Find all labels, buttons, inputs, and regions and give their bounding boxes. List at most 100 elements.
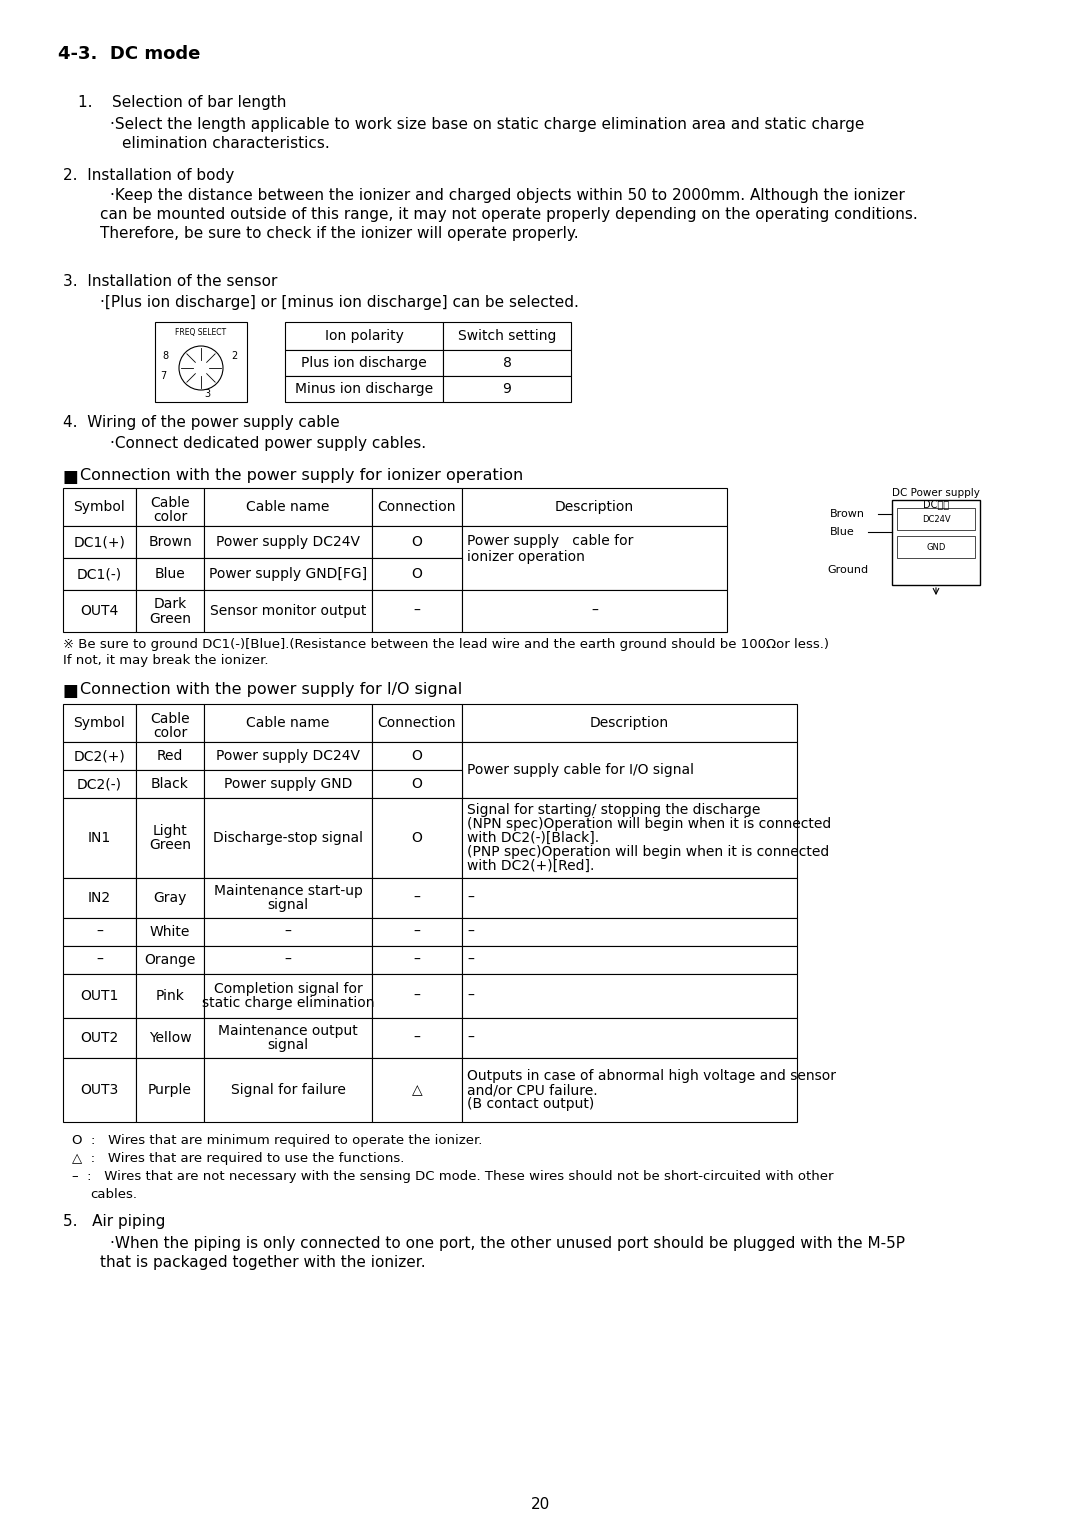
Text: –: –	[591, 605, 598, 618]
Bar	[136, 557, 204, 589]
Text: O: O	[411, 567, 422, 580]
Text: and/or CPU failure.: and/or CPU failure.	[467, 1083, 597, 1096]
Bar	[63, 557, 136, 589]
Text: Gray: Gray	[153, 890, 187, 906]
Text: Power supply GND: Power supply GND	[224, 777, 352, 791]
Text: Purple: Purple	[148, 1083, 192, 1096]
Bar	[204, 1019, 372, 1058]
Text: IN1: IN1	[87, 831, 111, 844]
Text: Power supply DC24V: Power supply DC24V	[216, 750, 360, 764]
Text: Plus ion discharge: Plus ion discharge	[301, 356, 427, 370]
Text: Symbol: Symbol	[73, 499, 125, 515]
Text: Yellow: Yellow	[149, 1031, 191, 1044]
Bar	[462, 1019, 797, 1058]
Text: DC1(+): DC1(+)	[73, 534, 125, 550]
Bar	[462, 589, 727, 632]
Bar	[156, 322, 247, 402]
Text: –  :   Wires that are not necessary with the sensing DC mode. These wires should: – : Wires that are not necessary with th…	[72, 1170, 834, 1183]
Text: cables.: cables.	[90, 1188, 137, 1202]
Text: Pink: Pink	[156, 989, 185, 1003]
Bar	[372, 742, 462, 770]
Text: 3: 3	[204, 389, 211, 399]
Bar	[204, 918, 372, 947]
Bar	[136, 799, 204, 878]
Text: Switch setting: Switch setting	[458, 328, 556, 344]
Bar	[204, 489, 372, 525]
Text: Connection: Connection	[378, 716, 456, 730]
Text: Brown: Brown	[148, 534, 192, 550]
Text: with DC2(+)[Red].: with DC2(+)[Red].	[467, 858, 594, 872]
Bar	[462, 918, 797, 947]
Text: Symbol: Symbol	[73, 716, 125, 730]
Text: ·Select the length applicable to work size base on static charge elimination are: ·Select the length applicable to work si…	[110, 118, 864, 131]
Text: Maintenance output: Maintenance output	[218, 1025, 357, 1038]
Bar	[136, 878, 204, 918]
Bar	[372, 589, 462, 632]
Bar	[285, 350, 443, 376]
Text: ·When the piping is only connected to one port, the other unused port should be : ·When the piping is only connected to on…	[110, 1235, 905, 1251]
Text: Orange: Orange	[145, 953, 195, 967]
Bar	[462, 1058, 797, 1122]
Bar	[63, 742, 136, 770]
Text: –: –	[467, 989, 474, 1003]
Text: (NPN spec)Operation will begin when it is connected: (NPN spec)Operation will begin when it i…	[467, 817, 832, 831]
Bar	[63, 918, 136, 947]
Bar	[136, 1058, 204, 1122]
Text: 2: 2	[231, 351, 238, 360]
Text: Connection with the power supply for ionizer operation: Connection with the power supply for ion…	[80, 467, 523, 483]
Text: color: color	[153, 725, 187, 741]
Bar	[462, 742, 797, 799]
Text: –: –	[284, 925, 292, 939]
Text: signal: signal	[268, 1038, 309, 1052]
Text: Cable name: Cable name	[246, 499, 329, 515]
Text: 1.    Selection of bar length: 1. Selection of bar length	[78, 95, 286, 110]
Text: Light: Light	[152, 825, 187, 838]
Text: 4.  Wiring of the power supply cable: 4. Wiring of the power supply cable	[63, 415, 340, 431]
Text: O  :   Wires that are minimum required to operate the ionizer.: O : Wires that are minimum required to o…	[72, 1135, 483, 1147]
Bar	[462, 704, 797, 742]
Text: Dark: Dark	[153, 597, 187, 611]
Text: signal: signal	[268, 898, 309, 912]
Text: 20: 20	[530, 1496, 550, 1512]
Text: O: O	[411, 750, 422, 764]
Bar	[63, 974, 136, 1019]
Text: FREQ SELECT: FREQ SELECT	[175, 328, 227, 337]
Bar	[892, 499, 980, 585]
Bar	[136, 704, 204, 742]
Bar	[136, 525, 204, 557]
Text: –: –	[284, 953, 292, 967]
Bar	[462, 799, 797, 878]
Bar	[372, 525, 462, 557]
Text: color: color	[153, 510, 187, 524]
Text: O: O	[411, 831, 422, 844]
Text: 8: 8	[502, 356, 512, 370]
Bar	[204, 947, 372, 974]
Text: Signal for failure: Signal for failure	[230, 1083, 346, 1096]
Bar	[204, 878, 372, 918]
Text: Maintenance start-up: Maintenance start-up	[214, 884, 363, 898]
Bar	[63, 770, 136, 799]
Text: Power supply GND[FG]: Power supply GND[FG]	[208, 567, 367, 580]
Bar	[372, 1019, 462, 1058]
Text: Power supply DC24V: Power supply DC24V	[216, 534, 360, 550]
Bar	[462, 878, 797, 918]
Bar	[136, 770, 204, 799]
Text: 4-3.  DC mode: 4-3. DC mode	[58, 44, 201, 63]
Text: –: –	[414, 890, 420, 906]
Bar	[63, 947, 136, 974]
Text: Connection with the power supply for I/O signal: Connection with the power supply for I/O…	[80, 683, 462, 696]
Bar	[285, 376, 443, 402]
Text: Cable: Cable	[150, 496, 190, 510]
Bar	[63, 489, 136, 525]
Bar	[372, 878, 462, 918]
Bar	[897, 508, 975, 530]
Bar	[372, 974, 462, 1019]
Bar	[443, 350, 571, 376]
Bar	[204, 770, 372, 799]
Text: ·Keep the distance between the ionizer and charged objects within 50 to 2000mm. : ·Keep the distance between the ionizer a…	[110, 188, 905, 203]
Text: ■: ■	[63, 467, 79, 486]
Text: ※ Be sure to ground DC1(-)[Blue].(Resistance between the lead wire and the earth: ※ Be sure to ground DC1(-)[Blue].(Resist…	[63, 638, 829, 651]
Text: Black: Black	[151, 777, 189, 791]
Bar	[63, 525, 136, 557]
Bar	[372, 1058, 462, 1122]
